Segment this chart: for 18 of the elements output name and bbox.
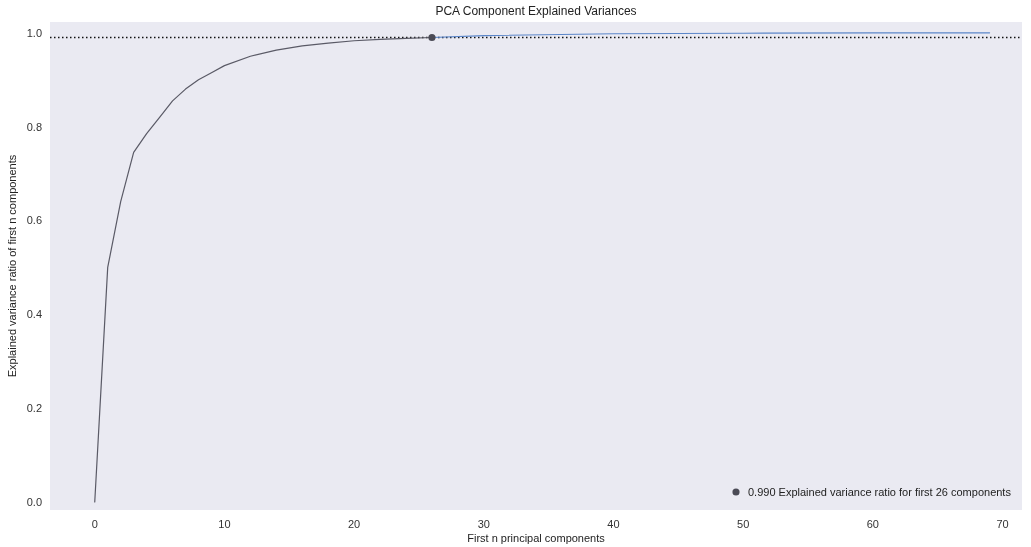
y-axis-title: Explained variance ratio of first n components: [6, 154, 18, 378]
y-tick-label: 0.4: [26, 308, 42, 321]
chart-title: PCA Component Explained Variances: [435, 4, 637, 18]
x-tick-label: 70: [996, 518, 1009, 530]
y-tick-label: 0.2: [26, 402, 42, 415]
x-axis-title: First n principal components: [467, 532, 606, 544]
x-tick-label: 30: [477, 518, 490, 530]
y-tick-label: 0.8: [26, 120, 42, 133]
x-tick-label: 0: [91, 518, 98, 530]
legend-label: 0.990 Explained variance ratio for first 26 components: [748, 486, 1012, 498]
x-tick-label: 50: [737, 518, 750, 530]
x-tick-label: 20: [347, 518, 361, 530]
y-tick-label: 0.0: [26, 496, 42, 509]
x-tick-label: 60: [866, 518, 879, 530]
x-tick-label: 10: [218, 518, 231, 530]
x-tick-label: 40: [607, 518, 620, 530]
y-tick-label: 0.6: [26, 214, 42, 227]
y-tick-label: 1.0: [26, 26, 42, 39]
